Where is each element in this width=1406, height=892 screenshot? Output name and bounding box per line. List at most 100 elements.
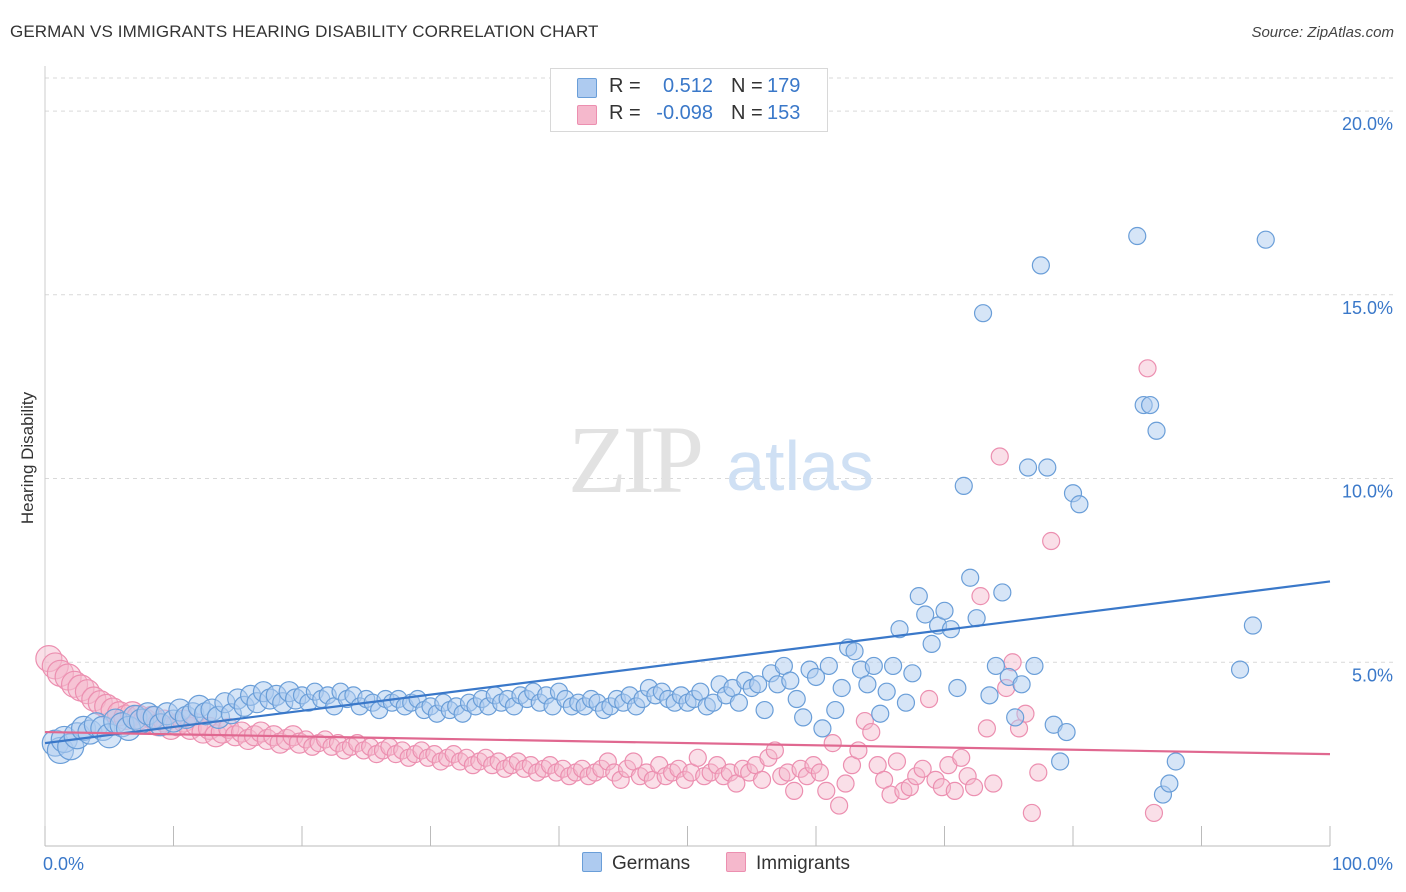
germans-point (903, 664, 922, 683)
germans-point (1006, 708, 1025, 727)
immigrants-point (919, 689, 939, 709)
immigrants-point (275, 728, 298, 751)
immigrants-point (855, 711, 874, 731)
germans-point (1057, 722, 1076, 742)
germans-point (1256, 230, 1275, 249)
immigrants-point (785, 781, 804, 800)
germans-point (954, 476, 973, 495)
immigrants-point (945, 781, 964, 800)
germans-point (755, 700, 774, 720)
x-tick-label-min: 0.0% (43, 854, 84, 874)
legend-n-label: N = (731, 102, 763, 124)
germans-point (1230, 660, 1250, 679)
legend-n-label: N = (731, 75, 763, 97)
legend-r-label: R = (609, 102, 641, 124)
bottom-legend-label-germans: Germans (612, 853, 691, 874)
germans-point (1018, 458, 1038, 477)
germans-point (864, 656, 883, 676)
germans-point (922, 634, 941, 653)
watermark-atlas: atlas (726, 427, 874, 505)
germans-point (794, 708, 813, 727)
germans-point (896, 693, 916, 712)
germans-point (1012, 675, 1031, 694)
immigrants-point (1042, 531, 1061, 551)
germans-point (781, 671, 800, 690)
immigrants-point (598, 752, 617, 771)
germans-point (909, 587, 928, 606)
immigrants-point (849, 741, 868, 760)
immigrants-point (675, 770, 695, 789)
bottom-legend-swatch-germans (582, 852, 602, 872)
germans-point (806, 667, 826, 687)
germans-point (1243, 616, 1263, 635)
germans-point (1038, 458, 1057, 477)
immigrants-point (46, 659, 75, 687)
immigrants-point (830, 796, 849, 815)
legend-n-value: 153 (767, 102, 801, 124)
immigrants-point (977, 719, 997, 738)
axes (44, 66, 1331, 847)
germans-point (973, 304, 993, 323)
immigrants-point (765, 741, 784, 760)
gridlines (45, 77, 1393, 663)
immigrants-point (900, 778, 919, 797)
legend-r-value: 0.512 (662, 75, 713, 97)
germans-point (993, 583, 1012, 602)
immigrants-point (836, 774, 855, 793)
chart-title: GERMAN VS IMMIGRANTS HEARING DISABILITY … (10, 22, 599, 41)
germans-point (832, 678, 851, 698)
y-axis-label: Hearing Disability (18, 391, 37, 524)
immigrants-point (1022, 803, 1041, 823)
legend-r-value: -0.098 (656, 102, 713, 124)
immigrants-point (964, 778, 984, 797)
immigrants-point (1138, 359, 1157, 378)
immigrants-point (887, 752, 907, 771)
immigrants-point (688, 748, 707, 767)
immigrants-point (67, 674, 95, 702)
germans-point (1140, 395, 1160, 415)
immigrants-point (1144, 803, 1164, 823)
bottom-legend-immigrants[interactable]: Immigrants (726, 852, 850, 875)
bottom-legend-swatch-immigrants (726, 852, 746, 872)
immigrants-point (926, 770, 945, 789)
germans-point (787, 689, 806, 709)
germans-point (813, 719, 832, 738)
germans-trend-line (44, 580, 1331, 745)
immigrants-point (984, 774, 1003, 793)
immigrants-point (862, 722, 881, 742)
immigrants-point (81, 686, 107, 712)
watermark-zip: ZIP (568, 406, 701, 513)
germans-point (826, 700, 845, 720)
bottom-legend-germans[interactable]: Germans (582, 852, 690, 875)
y-tick-label: 5.0% (1352, 665, 1393, 685)
germans-point (961, 568, 980, 587)
legend-swatch-germans (577, 78, 597, 98)
immigrants-point (817, 781, 836, 800)
germans-point (935, 601, 954, 620)
source-label: Source: ZipAtlas.com (1251, 24, 1394, 41)
immigrants-point (269, 732, 291, 754)
legend-r-label: R = (609, 75, 641, 97)
immigrants-point (913, 759, 932, 778)
germans-point (1051, 752, 1070, 771)
immigrants-point (759, 748, 778, 767)
germans-point (980, 686, 999, 705)
y-tick-label: 10.0% (1342, 482, 1393, 502)
germans-point (1166, 752, 1185, 771)
immigrants-trend-line (44, 730, 1331, 756)
trend-lines (44, 580, 1331, 756)
legend-n-value: 179 (767, 75, 801, 97)
immigrants-point (804, 756, 823, 775)
germans-point (858, 675, 877, 694)
germans-point (883, 656, 903, 676)
immigrants-point (810, 763, 829, 782)
immigrants-points (35, 359, 1164, 823)
y-tick-label: 15.0% (1342, 298, 1393, 318)
germans-point (749, 675, 768, 694)
immigrants-point (958, 767, 977, 786)
germans-point (986, 656, 1006, 676)
germans-point (1025, 656, 1044, 676)
immigrants-point (611, 770, 630, 789)
germans-point (845, 642, 864, 661)
